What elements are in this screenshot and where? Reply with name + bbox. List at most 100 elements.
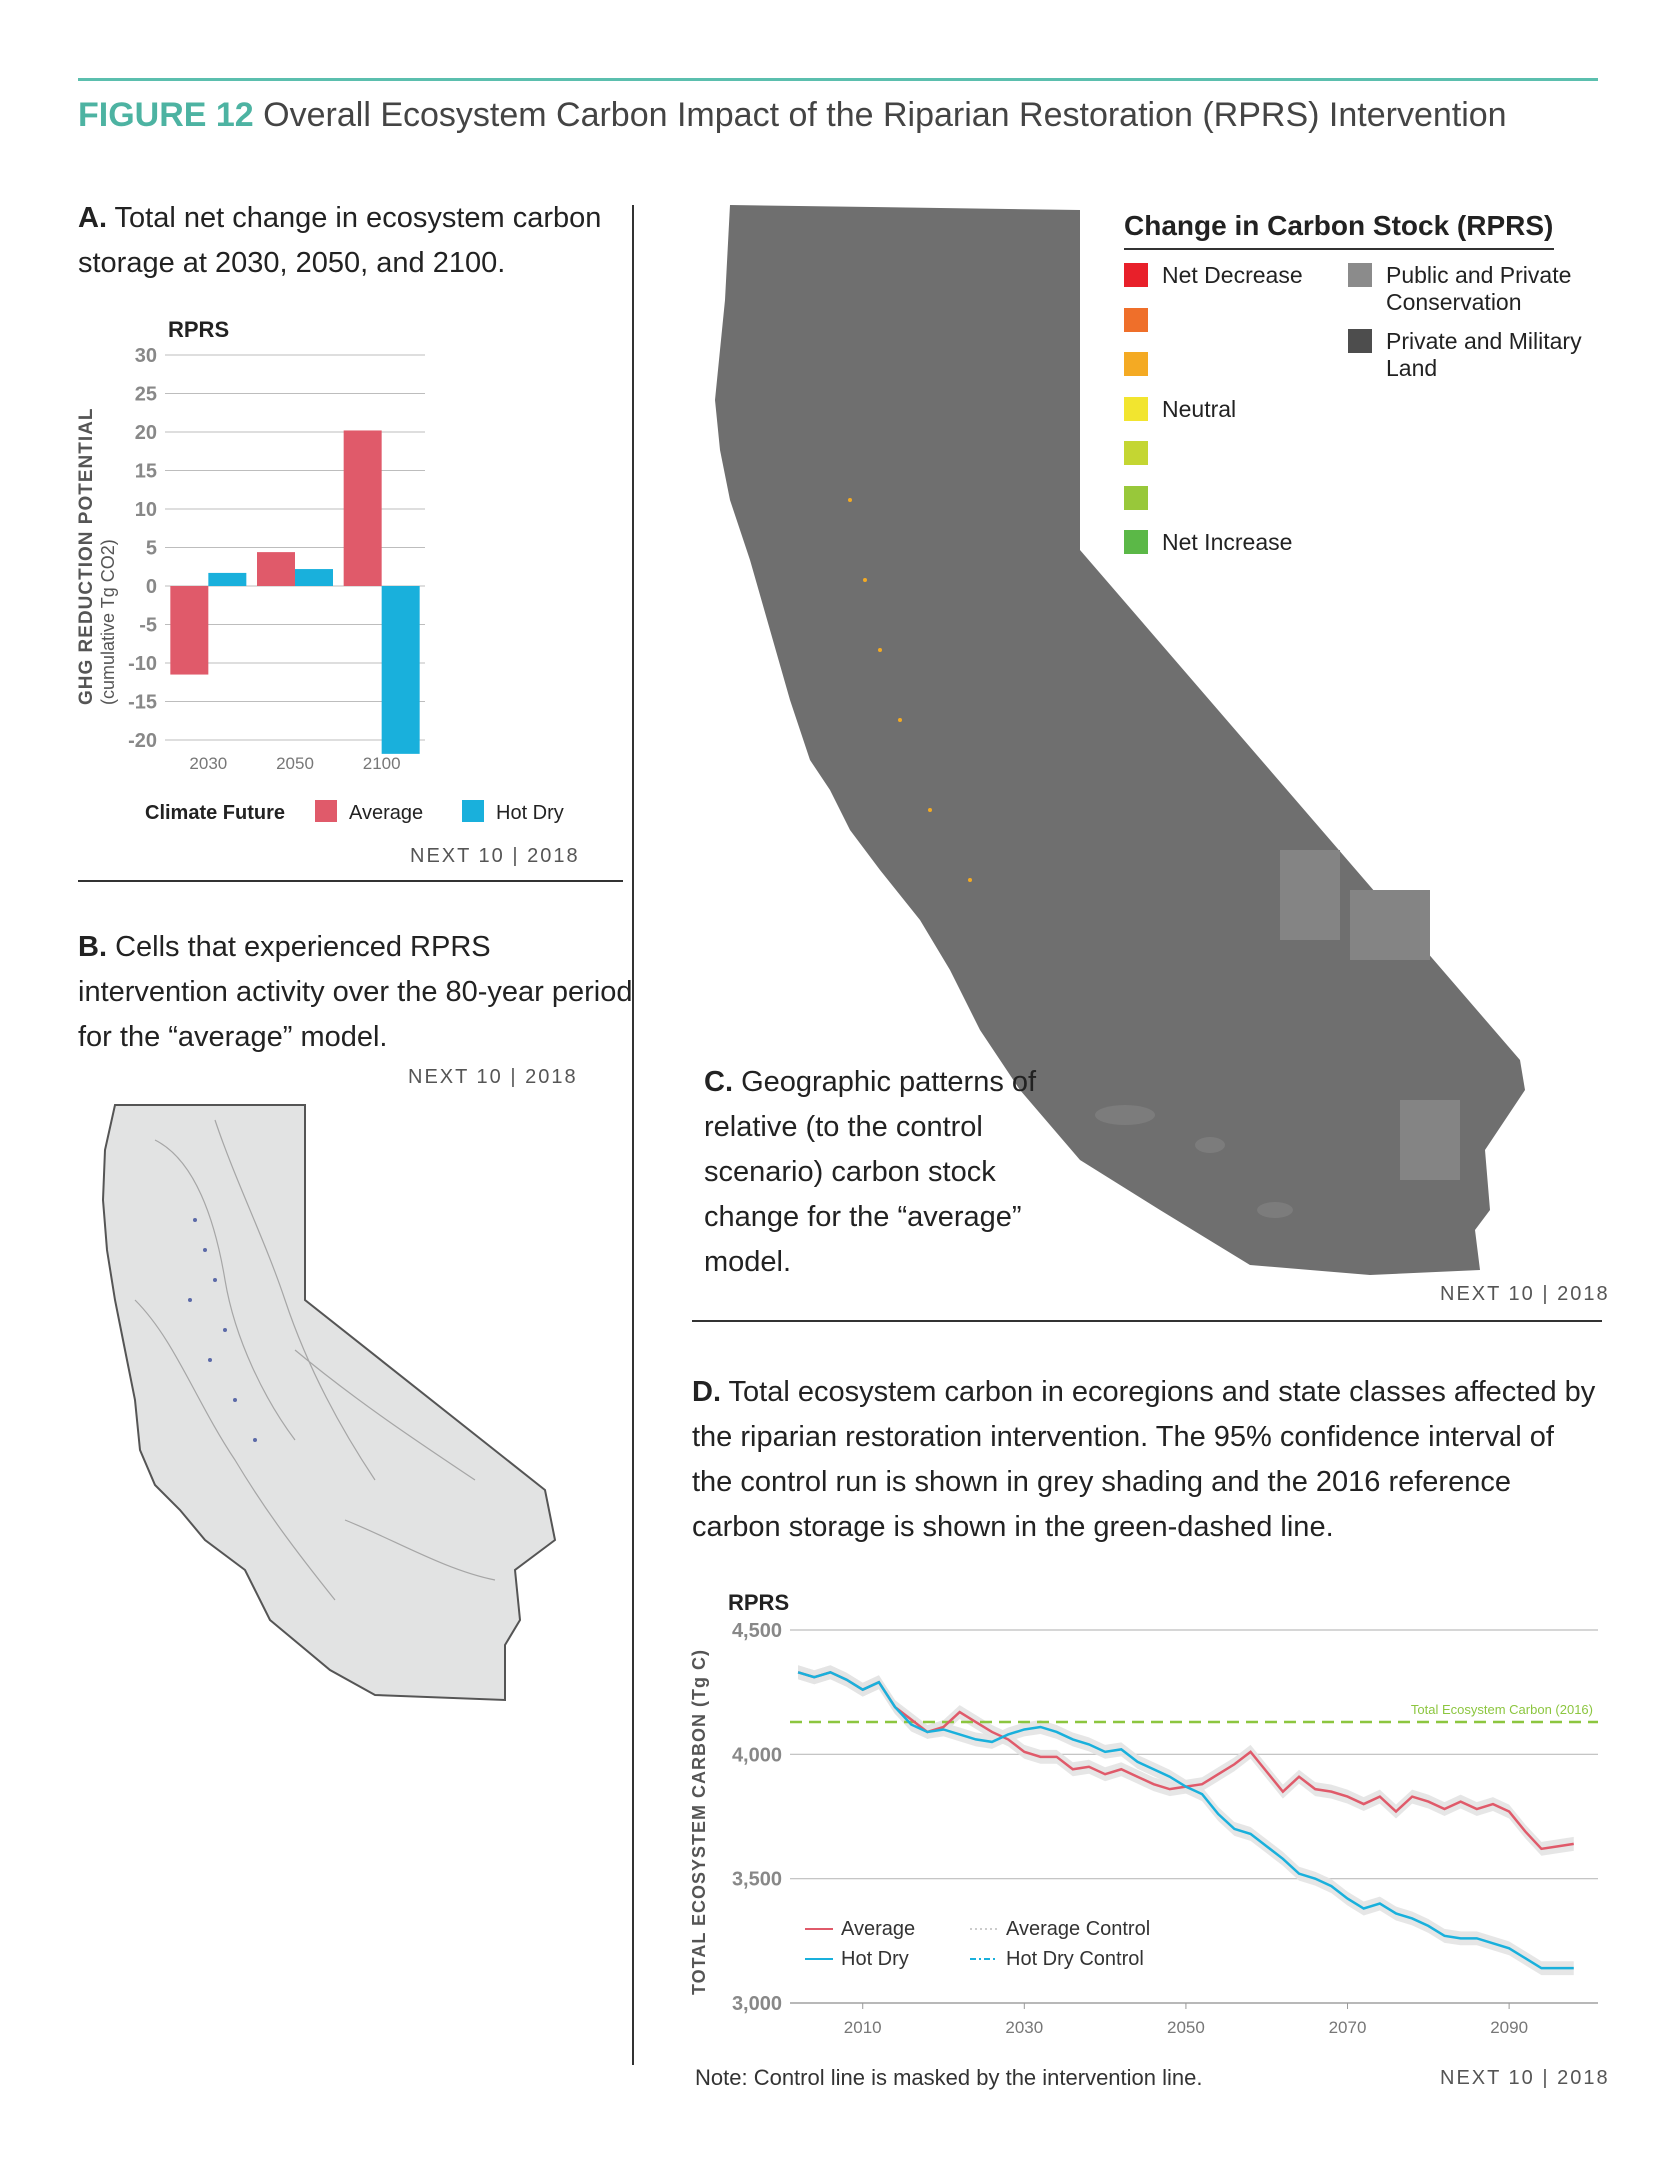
map-b-line (154, 1139, 296, 1441)
map-legend-item (1124, 307, 1324, 332)
map-legend-item (1124, 351, 1324, 376)
map-legend-label: Net Increase (1162, 529, 1293, 555)
confidence-band-average (798, 1665, 1574, 1856)
line-y-tick-label: 4,000 (732, 1744, 782, 1766)
map-b-cell (213, 1278, 217, 1282)
line-y-tick-label: 3,000 (732, 1993, 782, 2015)
map-legend-swatch (1348, 263, 1372, 287)
bar-average-2050 (257, 552, 295, 586)
line-chart-x-ticks: 2010 2030 2050 2070 2090 (790, 2002, 1598, 2037)
map-b-cell (233, 1398, 237, 1402)
bar-chart-y-label: GHG REDUCTION POTENTIAL (cumulative Tg C… (76, 408, 118, 705)
bar-y-tick-label: 5 (146, 538, 157, 560)
bar-chart-bars (170, 430, 420, 754)
line-chart-legend: Average Hot Dry Average Control Hot Dry Con… (805, 1918, 1150, 1970)
line-legend-label: Average (841, 1918, 915, 1940)
bar-x-tick-label: 2100 (363, 754, 401, 773)
panel-c-caption-text: Geographic patterns of relative (to the … (704, 1066, 1037, 1278)
bar-y-tick-label: 20 (135, 422, 157, 444)
bar-average-2100 (343, 430, 382, 586)
panel-b-caption: B. Cells that experienced RPRS intervent… (78, 925, 638, 1060)
map-legend-swatch (1124, 530, 1148, 554)
bar-chart-y-ticks: 30 25 20 15 10 5 0 -5 -10 -15 -20 (128, 345, 157, 752)
panel-c-letter: C. (704, 1066, 733, 1098)
series-line-hot-dry (797, 1670, 1574, 1970)
map-c-cell (863, 578, 867, 582)
panel-b-letter: B. (78, 931, 107, 963)
line-y-tick-label: 4,500 (732, 1620, 782, 1642)
map-c-islands (1095, 1105, 1293, 1218)
bar-y-tick-label: 0 (146, 576, 157, 598)
map-legend-item: Private and Military Land (1348, 328, 1598, 382)
map-c-island (1195, 1137, 1225, 1153)
panel-c-caption: C. Geographic patterns of relative (to t… (704, 1060, 1064, 1285)
bar-y-tick-label: 15 (135, 461, 157, 483)
bar-legend-swatch (462, 800, 484, 822)
panel-b-california-map (101, 1104, 557, 1702)
panel-a-caption-text: Total net change in ecosystem carbon sto… (78, 202, 602, 279)
map-c-cell (898, 718, 902, 722)
map-b-activity-cells (188, 1218, 257, 1442)
line-x-tick-label: 2090 (1490, 2018, 1528, 2037)
panel-d-letter: D. (692, 1376, 721, 1408)
bar-y-tick-label: 25 (135, 384, 157, 406)
map-legend-swatch (1124, 485, 1148, 510)
bar-average-2030 (170, 586, 209, 675)
panel-d-note: Note: Control line is masked by the inte… (695, 2065, 1203, 2090)
map-legend-swatch (1124, 307, 1148, 332)
line-x-tick-label: 2030 (1005, 2018, 1043, 2037)
panel-c-credit: NEXT 10 | 2018 (1440, 1283, 1610, 1305)
bar-legend-label: Average (349, 802, 423, 824)
map-c-island (1095, 1105, 1155, 1125)
line-chart-reference: Total Ecosystem Carbon (2016) (790, 1702, 1598, 1724)
map-b-line (134, 1299, 336, 1601)
panel-c-california-map (715, 205, 1525, 1275)
line-y-tick-label: 3,500 (732, 1869, 782, 1891)
panel-a-divider (78, 880, 623, 882)
bar-x-tick-label: 2030 (189, 754, 227, 773)
map-b-cell (223, 1328, 227, 1332)
line-legend-label: Hot Dry (841, 1948, 909, 1970)
reference-label: Total Ecosystem Carbon (2016) (1411, 1702, 1593, 1717)
bar-chart-y-label-line1: GHG REDUCTION POTENTIAL (76, 408, 97, 705)
map-b-cell (193, 1218, 197, 1222)
map-legend-label: Neutral (1162, 395, 1237, 422)
map-legend-item (1124, 485, 1324, 510)
line-chart-grid (790, 1629, 1598, 2004)
map-legend-label: Net Decrease (1162, 262, 1303, 288)
line-legend-label: Average Control (1006, 1918, 1150, 1940)
map-c-land (715, 205, 1525, 1275)
panel-a-credit: NEXT 10 | 2018 (410, 845, 580, 867)
bar-legend-label: Hot Dry (496, 802, 564, 824)
bar-chart-title: RPRS (168, 317, 229, 342)
map-b-ecoregion-lines (134, 1119, 496, 1601)
panel-c-divider (692, 1320, 1602, 1322)
panel-d-caption: D. Total ecosystem carbon in ecoregions … (692, 1370, 1602, 1550)
bar-legend-title: Climate Future (145, 802, 285, 824)
panel-a-letter: A. (78, 202, 107, 234)
bar-y-tick-label: -15 (128, 692, 157, 714)
bar-chart-y-label-line2: (cumulative Tg CO2) (98, 539, 118, 705)
map-legend-swatch (1124, 263, 1148, 287)
bar-y-tick-label: -10 (128, 653, 157, 675)
line-x-tick-label: 2070 (1329, 2018, 1367, 2037)
map-c-conservation-areas (1280, 850, 1460, 1180)
line-x-tick-label: 2050 (1167, 2018, 1205, 2037)
map-c-conservation (1400, 1100, 1460, 1180)
map-legend-swatch (1348, 329, 1372, 353)
map-b-cell (208, 1358, 212, 1362)
panel-a-caption: A. Total net change in ecosystem carbon … (78, 196, 618, 286)
line-chart-title: RPRS (728, 1590, 789, 1615)
map-c-cell (878, 648, 882, 652)
series-line-average (797, 1670, 1574, 1851)
panel-b-credit: NEXT 10 | 2018 (408, 1066, 578, 1088)
bar-hot-dry-2050 (295, 569, 333, 586)
column-divider (632, 205, 634, 2065)
line-chart-y-ticks: 3,000 3,500 4,000 4,500 (732, 1620, 782, 2015)
map-legend-swatch (1124, 352, 1148, 376)
bar-y-tick-label: 30 (135, 345, 157, 367)
map-b-line (344, 1519, 496, 1581)
figure-number: FIGURE 12 (78, 96, 254, 134)
bar-y-tick-label: -20 (128, 730, 157, 752)
map-b-cell (203, 1248, 207, 1252)
